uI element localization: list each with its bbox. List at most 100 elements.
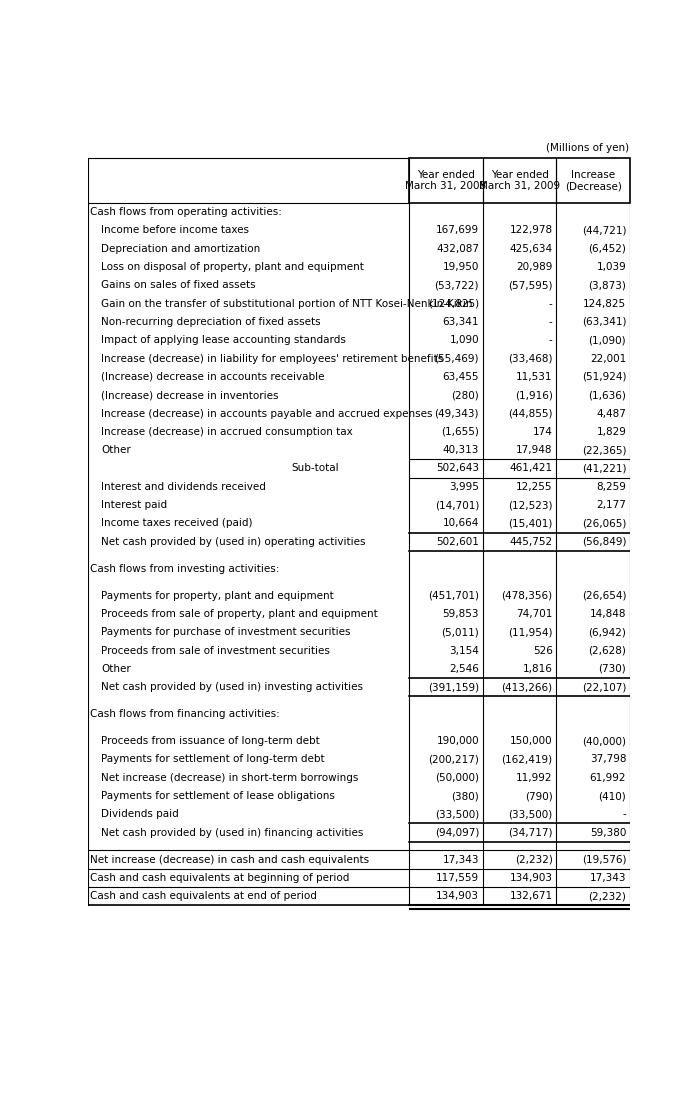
Text: (44,855): (44,855) bbox=[508, 409, 552, 419]
Text: (53,722): (53,722) bbox=[435, 280, 479, 290]
Text: Cash flows from operating activities:: Cash flows from operating activities: bbox=[90, 207, 282, 217]
Text: 22,001: 22,001 bbox=[590, 354, 626, 363]
Text: 3,995: 3,995 bbox=[449, 481, 479, 491]
Text: 40,313: 40,313 bbox=[442, 446, 479, 455]
Text: 59,853: 59,853 bbox=[442, 609, 479, 619]
Text: (1,636): (1,636) bbox=[588, 390, 626, 400]
Text: Loss on disposal of property, plant and equipment: Loss on disposal of property, plant and … bbox=[101, 262, 364, 271]
Text: Net increase (decrease) in short-term borrowings: Net increase (decrease) in short-term bo… bbox=[101, 773, 358, 783]
Text: (14,701): (14,701) bbox=[435, 500, 479, 510]
Text: (Increase) decrease in accounts receivable: (Increase) decrease in accounts receivab… bbox=[101, 372, 325, 382]
Text: 2,546: 2,546 bbox=[449, 663, 479, 674]
Text: 445,752: 445,752 bbox=[510, 537, 552, 546]
Text: 1,090: 1,090 bbox=[449, 335, 479, 345]
Text: Proceeds from sale of investment securities: Proceeds from sale of investment securit… bbox=[101, 646, 330, 656]
Text: (44,721): (44,721) bbox=[582, 226, 626, 236]
Text: 1,829: 1,829 bbox=[596, 427, 626, 437]
Text: (19,576): (19,576) bbox=[582, 855, 626, 865]
Text: (451,701): (451,701) bbox=[428, 591, 479, 601]
Text: Cash flows from financing activities:: Cash flows from financing activities: bbox=[90, 709, 280, 719]
Text: 526: 526 bbox=[533, 646, 552, 656]
Text: (33,500): (33,500) bbox=[508, 810, 552, 820]
Text: (1,090): (1,090) bbox=[589, 335, 626, 345]
Text: (5,011): (5,011) bbox=[441, 628, 479, 637]
Text: (12,523): (12,523) bbox=[508, 500, 552, 510]
Text: 19,950: 19,950 bbox=[442, 262, 479, 271]
Text: 2,177: 2,177 bbox=[596, 500, 626, 510]
Text: Non-recurring depreciation of fixed assets: Non-recurring depreciation of fixed asse… bbox=[101, 317, 321, 327]
Text: Proceeds from issuance of long-term debt: Proceeds from issuance of long-term debt bbox=[101, 736, 320, 746]
Text: 1,039: 1,039 bbox=[596, 262, 626, 271]
Text: (51,924): (51,924) bbox=[582, 372, 626, 382]
Text: (Increase) decrease in inventories: (Increase) decrease in inventories bbox=[101, 390, 279, 400]
Text: (26,065): (26,065) bbox=[582, 518, 626, 528]
Text: Sub-total: Sub-total bbox=[291, 464, 340, 474]
Text: Payments for settlement of long-term debt: Payments for settlement of long-term deb… bbox=[101, 754, 325, 764]
Bar bbox=[410, 159, 630, 203]
Text: (63,341): (63,341) bbox=[582, 317, 626, 327]
Text: (33,500): (33,500) bbox=[435, 810, 479, 820]
Text: 4,487: 4,487 bbox=[596, 409, 626, 419]
Text: 132,671: 132,671 bbox=[510, 891, 552, 901]
Text: -: - bbox=[549, 335, 552, 345]
Text: -: - bbox=[549, 298, 552, 308]
Text: (162,419): (162,419) bbox=[501, 754, 552, 764]
Text: Year ended
March 31, 2009: Year ended March 31, 2009 bbox=[479, 170, 560, 191]
Text: 124,825: 124,825 bbox=[583, 298, 627, 308]
Text: (34,717): (34,717) bbox=[508, 828, 552, 838]
Text: (1,655): (1,655) bbox=[441, 427, 479, 437]
Text: 1,816: 1,816 bbox=[523, 663, 552, 674]
Text: Net cash provided by (used in) investing activities: Net cash provided by (used in) investing… bbox=[101, 682, 363, 693]
Text: Income taxes received (paid): Income taxes received (paid) bbox=[101, 518, 253, 528]
Text: (22,107): (22,107) bbox=[582, 682, 626, 693]
Text: Cash flows from investing activities:: Cash flows from investing activities: bbox=[90, 564, 279, 574]
Text: 61,992: 61,992 bbox=[589, 773, 626, 783]
Text: 190,000: 190,000 bbox=[436, 736, 479, 746]
Text: (56,849): (56,849) bbox=[582, 537, 626, 546]
Text: 20,989: 20,989 bbox=[516, 262, 552, 271]
Text: Increase (decrease) in accrued consumption tax: Increase (decrease) in accrued consumpti… bbox=[101, 427, 353, 437]
Text: Payments for purchase of investment securities: Payments for purchase of investment secu… bbox=[101, 628, 351, 637]
Text: Year ended
March 31, 2008: Year ended March 31, 2008 bbox=[405, 170, 486, 191]
Text: 8,259: 8,259 bbox=[596, 481, 626, 491]
Text: (410): (410) bbox=[598, 791, 626, 801]
Text: (26,654): (26,654) bbox=[582, 591, 626, 601]
Text: (94,097): (94,097) bbox=[435, 828, 479, 838]
Text: 432,087: 432,087 bbox=[436, 244, 479, 254]
Text: Increase
(Decrease): Increase (Decrease) bbox=[565, 170, 622, 191]
Text: Proceeds from sale of property, plant and equipment: Proceeds from sale of property, plant an… bbox=[101, 609, 378, 619]
Text: (730): (730) bbox=[598, 663, 626, 674]
Text: 3,154: 3,154 bbox=[449, 646, 479, 656]
Text: (6,942): (6,942) bbox=[588, 628, 626, 637]
Text: Impact of applying lease accounting standards: Impact of applying lease accounting stan… bbox=[101, 335, 346, 345]
Text: Depreciation and amortization: Depreciation and amortization bbox=[101, 244, 260, 254]
Text: (55,469): (55,469) bbox=[435, 354, 479, 363]
Text: Other: Other bbox=[101, 446, 131, 455]
Text: (22,365): (22,365) bbox=[582, 446, 626, 455]
Text: Payments for property, plant and equipment: Payments for property, plant and equipme… bbox=[101, 591, 334, 601]
Text: (391,159): (391,159) bbox=[428, 682, 479, 693]
Text: 117,559: 117,559 bbox=[436, 872, 479, 882]
Text: 150,000: 150,000 bbox=[510, 736, 552, 746]
Text: 425,634: 425,634 bbox=[510, 244, 552, 254]
Text: 461,421: 461,421 bbox=[510, 464, 552, 474]
Text: (11,954): (11,954) bbox=[508, 628, 552, 637]
Text: Net cash provided by (used in) operating activities: Net cash provided by (used in) operating… bbox=[101, 537, 365, 546]
Text: (2,628): (2,628) bbox=[588, 646, 626, 656]
Text: (2,232): (2,232) bbox=[588, 891, 626, 901]
Text: 502,643: 502,643 bbox=[436, 464, 479, 474]
Text: (478,356): (478,356) bbox=[501, 591, 552, 601]
Text: Increase (decrease) in liability for employees' retirement benefits: Increase (decrease) in liability for emp… bbox=[101, 354, 443, 363]
Text: 12,255: 12,255 bbox=[516, 481, 552, 491]
Text: (380): (380) bbox=[452, 791, 479, 801]
Text: (33,468): (33,468) bbox=[508, 354, 552, 363]
Text: (3,873): (3,873) bbox=[588, 280, 626, 290]
Text: -: - bbox=[549, 317, 552, 327]
Text: 63,341: 63,341 bbox=[442, 317, 479, 327]
Text: (413,266): (413,266) bbox=[501, 682, 552, 693]
Text: Cash and cash equivalents at end of period: Cash and cash equivalents at end of peri… bbox=[90, 891, 317, 901]
Text: (50,000): (50,000) bbox=[435, 773, 479, 783]
Text: 174: 174 bbox=[533, 427, 552, 437]
Text: 11,531: 11,531 bbox=[516, 372, 552, 382]
Text: (6,452): (6,452) bbox=[588, 244, 626, 254]
